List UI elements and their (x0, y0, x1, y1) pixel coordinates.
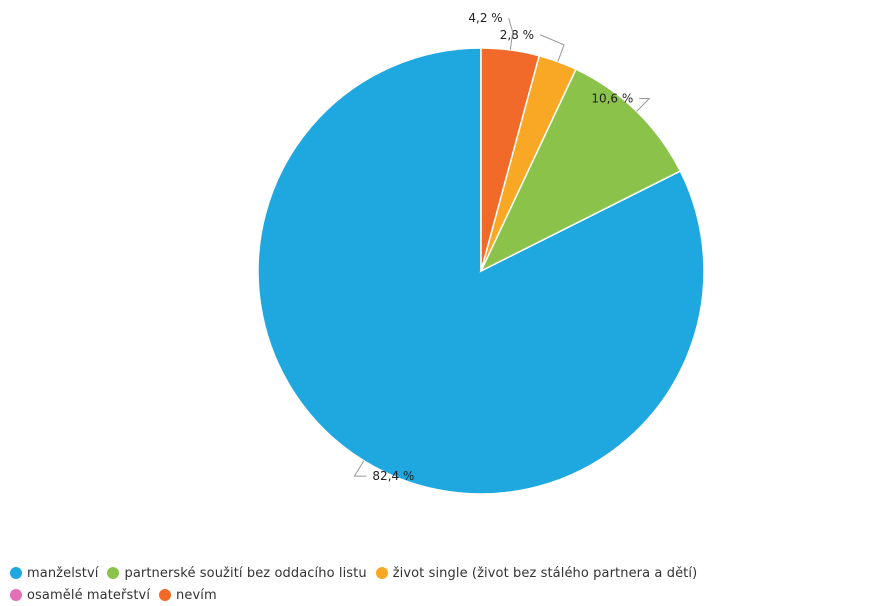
pie-data-labels: 82,4 % 10,6 % 2,8 % 4,2 % (353, 11, 651, 483)
legend-marker-icon (159, 589, 172, 601)
data-label-connector-4 (508, 17, 514, 51)
data-label-connector-1 (636, 97, 651, 112)
pie-slice-4[interactable] (480, 47, 541, 272)
data-label-connector-0 (353, 460, 367, 477)
pie-slices (257, 47, 705, 495)
legend-marker-icon (10, 589, 22, 601)
chart-legend: manželství partnerské soužití bez oddací… (10, 562, 880, 606)
legend-label: nevím (176, 587, 217, 603)
legend-item-zivot-single[interactable]: život single (život bez stálého partnera… (375, 565, 698, 581)
legend-item-osamele-materstvi[interactable]: osamělé mateřství (10, 588, 150, 603)
legend-marker-icon (107, 567, 120, 579)
legend-item-nevim[interactable]: nevím (159, 588, 217, 603)
legend-item-partnerske-souziti[interactable]: partnerské soužití bez oddacího listu (107, 565, 367, 581)
legend-label: partnerské soužití bez oddacího listu (124, 565, 367, 581)
legend-label: manželství (27, 565, 99, 581)
legend-label: život single (život bez stálého partnera… (392, 565, 698, 581)
data-label-1: 10,6 % (591, 91, 633, 105)
legend-item-manzelstvi[interactable]: manželství (10, 566, 98, 581)
data-label-connector-2 (539, 34, 565, 62)
data-label-4: 4,2 % (468, 11, 502, 25)
data-label-0: 82,4 % (372, 469, 414, 483)
data-label-2: 2,8 % (500, 28, 534, 42)
legend-row-1: manželství partnerské soužití bez oddací… (10, 562, 880, 584)
pie-chart: 82,4 % 10,6 % 2,8 % 4,2 % (257, 11, 705, 495)
legend-marker-icon (10, 567, 22, 579)
legend-label: osamělé mateřství (27, 587, 151, 603)
legend-row-2: osamělé mateřství nevím (10, 584, 880, 606)
legend-marker-icon (375, 567, 388, 579)
